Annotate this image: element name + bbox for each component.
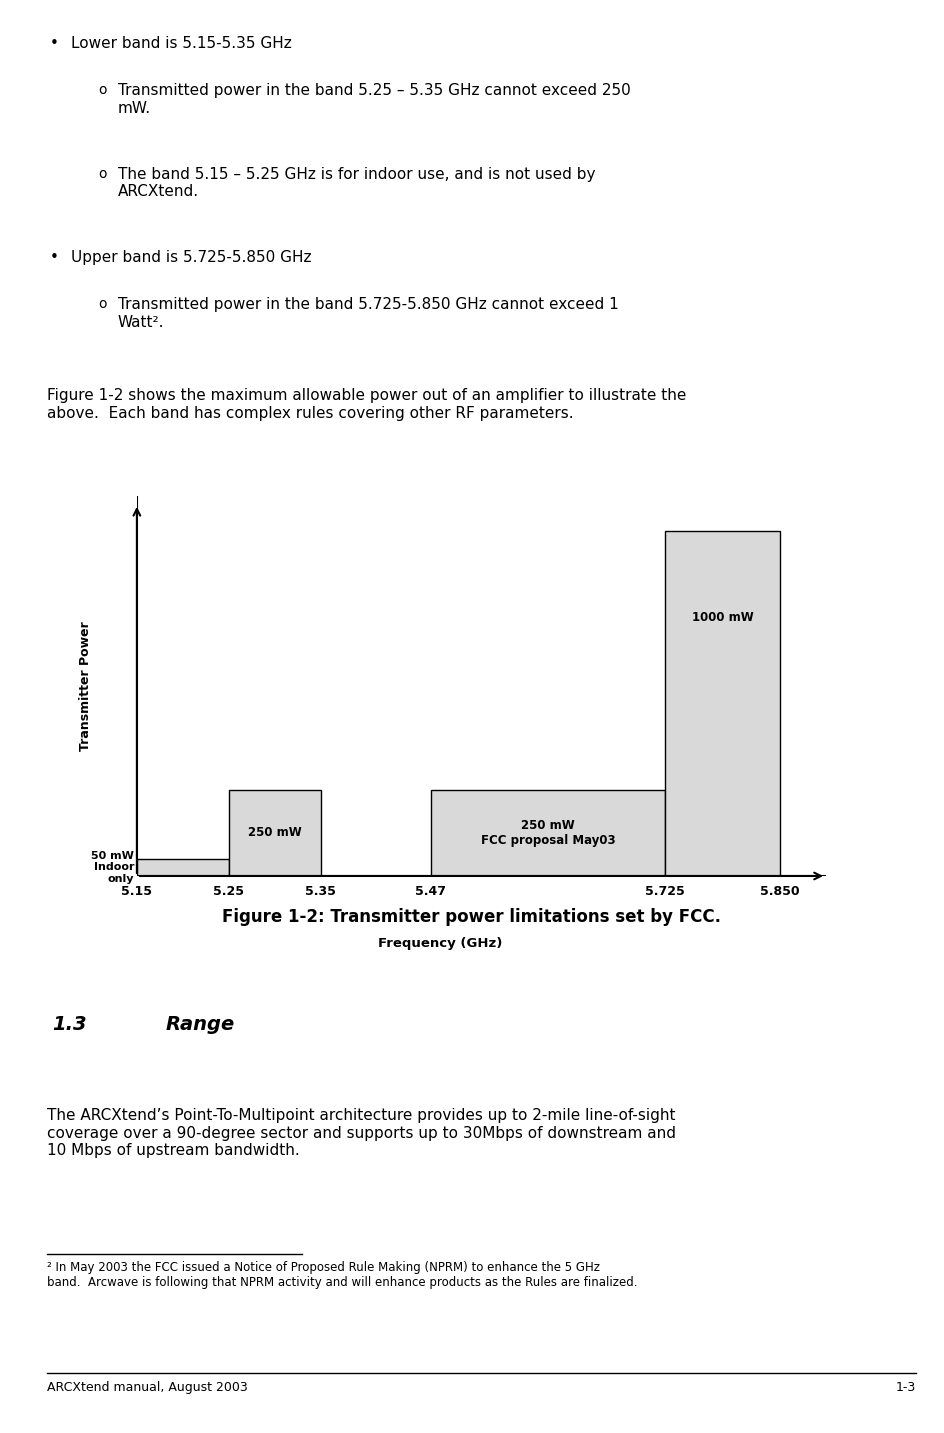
Text: The band 5.15 – 5.25 GHz is for indoor use, and is not used by
ARCXtend.: The band 5.15 – 5.25 GHz is for indoor u… <box>118 166 596 199</box>
Text: Frequency (GHz): Frequency (GHz) <box>378 937 502 950</box>
Text: 250 mW: 250 mW <box>248 827 301 840</box>
Text: Figure 1-2: Transmitter power limitations set by FCC.: Figure 1-2: Transmitter power limitation… <box>223 907 721 926</box>
Text: Transmitted power in the band 5.725-5.850 GHz cannot exceed 1
Watt².: Transmitted power in the band 5.725-5.85… <box>118 298 618 330</box>
Text: 1.3: 1.3 <box>52 1015 87 1035</box>
Text: o: o <box>98 166 108 181</box>
Bar <box>228 790 321 876</box>
Text: •: • <box>49 36 59 50</box>
Text: 50 mW
Indoor
only: 50 mW Indoor only <box>92 851 134 884</box>
Text: Lower band is 5.15-5.35 GHz: Lower band is 5.15-5.35 GHz <box>71 36 292 50</box>
Text: o: o <box>98 83 108 97</box>
Text: The ARCXtend’s Point-To-Multipoint architecture provides up to 2-mile line-of-si: The ARCXtend’s Point-To-Multipoint archi… <box>47 1108 676 1158</box>
Bar <box>666 530 780 876</box>
Text: o: o <box>98 298 108 311</box>
Bar <box>137 858 228 876</box>
Text: •: • <box>49 251 59 265</box>
Text: Transmitter Power: Transmitter Power <box>78 622 92 751</box>
Text: ² In May 2003 the FCC issued a Notice of Proposed Rule Making (NPRM) to enhance : ² In May 2003 the FCC issued a Notice of… <box>47 1261 638 1290</box>
Text: Range: Range <box>165 1015 234 1035</box>
Text: Transmitted power in the band 5.25 – 5.35 GHz cannot exceed 250
mW.: Transmitted power in the band 5.25 – 5.3… <box>118 83 631 116</box>
Text: Upper band is 5.725-5.850 GHz: Upper band is 5.725-5.850 GHz <box>71 251 312 265</box>
Text: 250 mW
FCC proposal May03: 250 mW FCC proposal May03 <box>480 818 615 847</box>
Text: 1-3: 1-3 <box>896 1381 916 1394</box>
Bar <box>430 790 666 876</box>
Text: 1000 mW: 1000 mW <box>692 610 753 623</box>
Text: ARCXtend manual, August 2003: ARCXtend manual, August 2003 <box>47 1381 248 1394</box>
Text: Figure 1-2 shows the maximum allowable power out of an amplifier to illustrate t: Figure 1-2 shows the maximum allowable p… <box>47 388 686 421</box>
